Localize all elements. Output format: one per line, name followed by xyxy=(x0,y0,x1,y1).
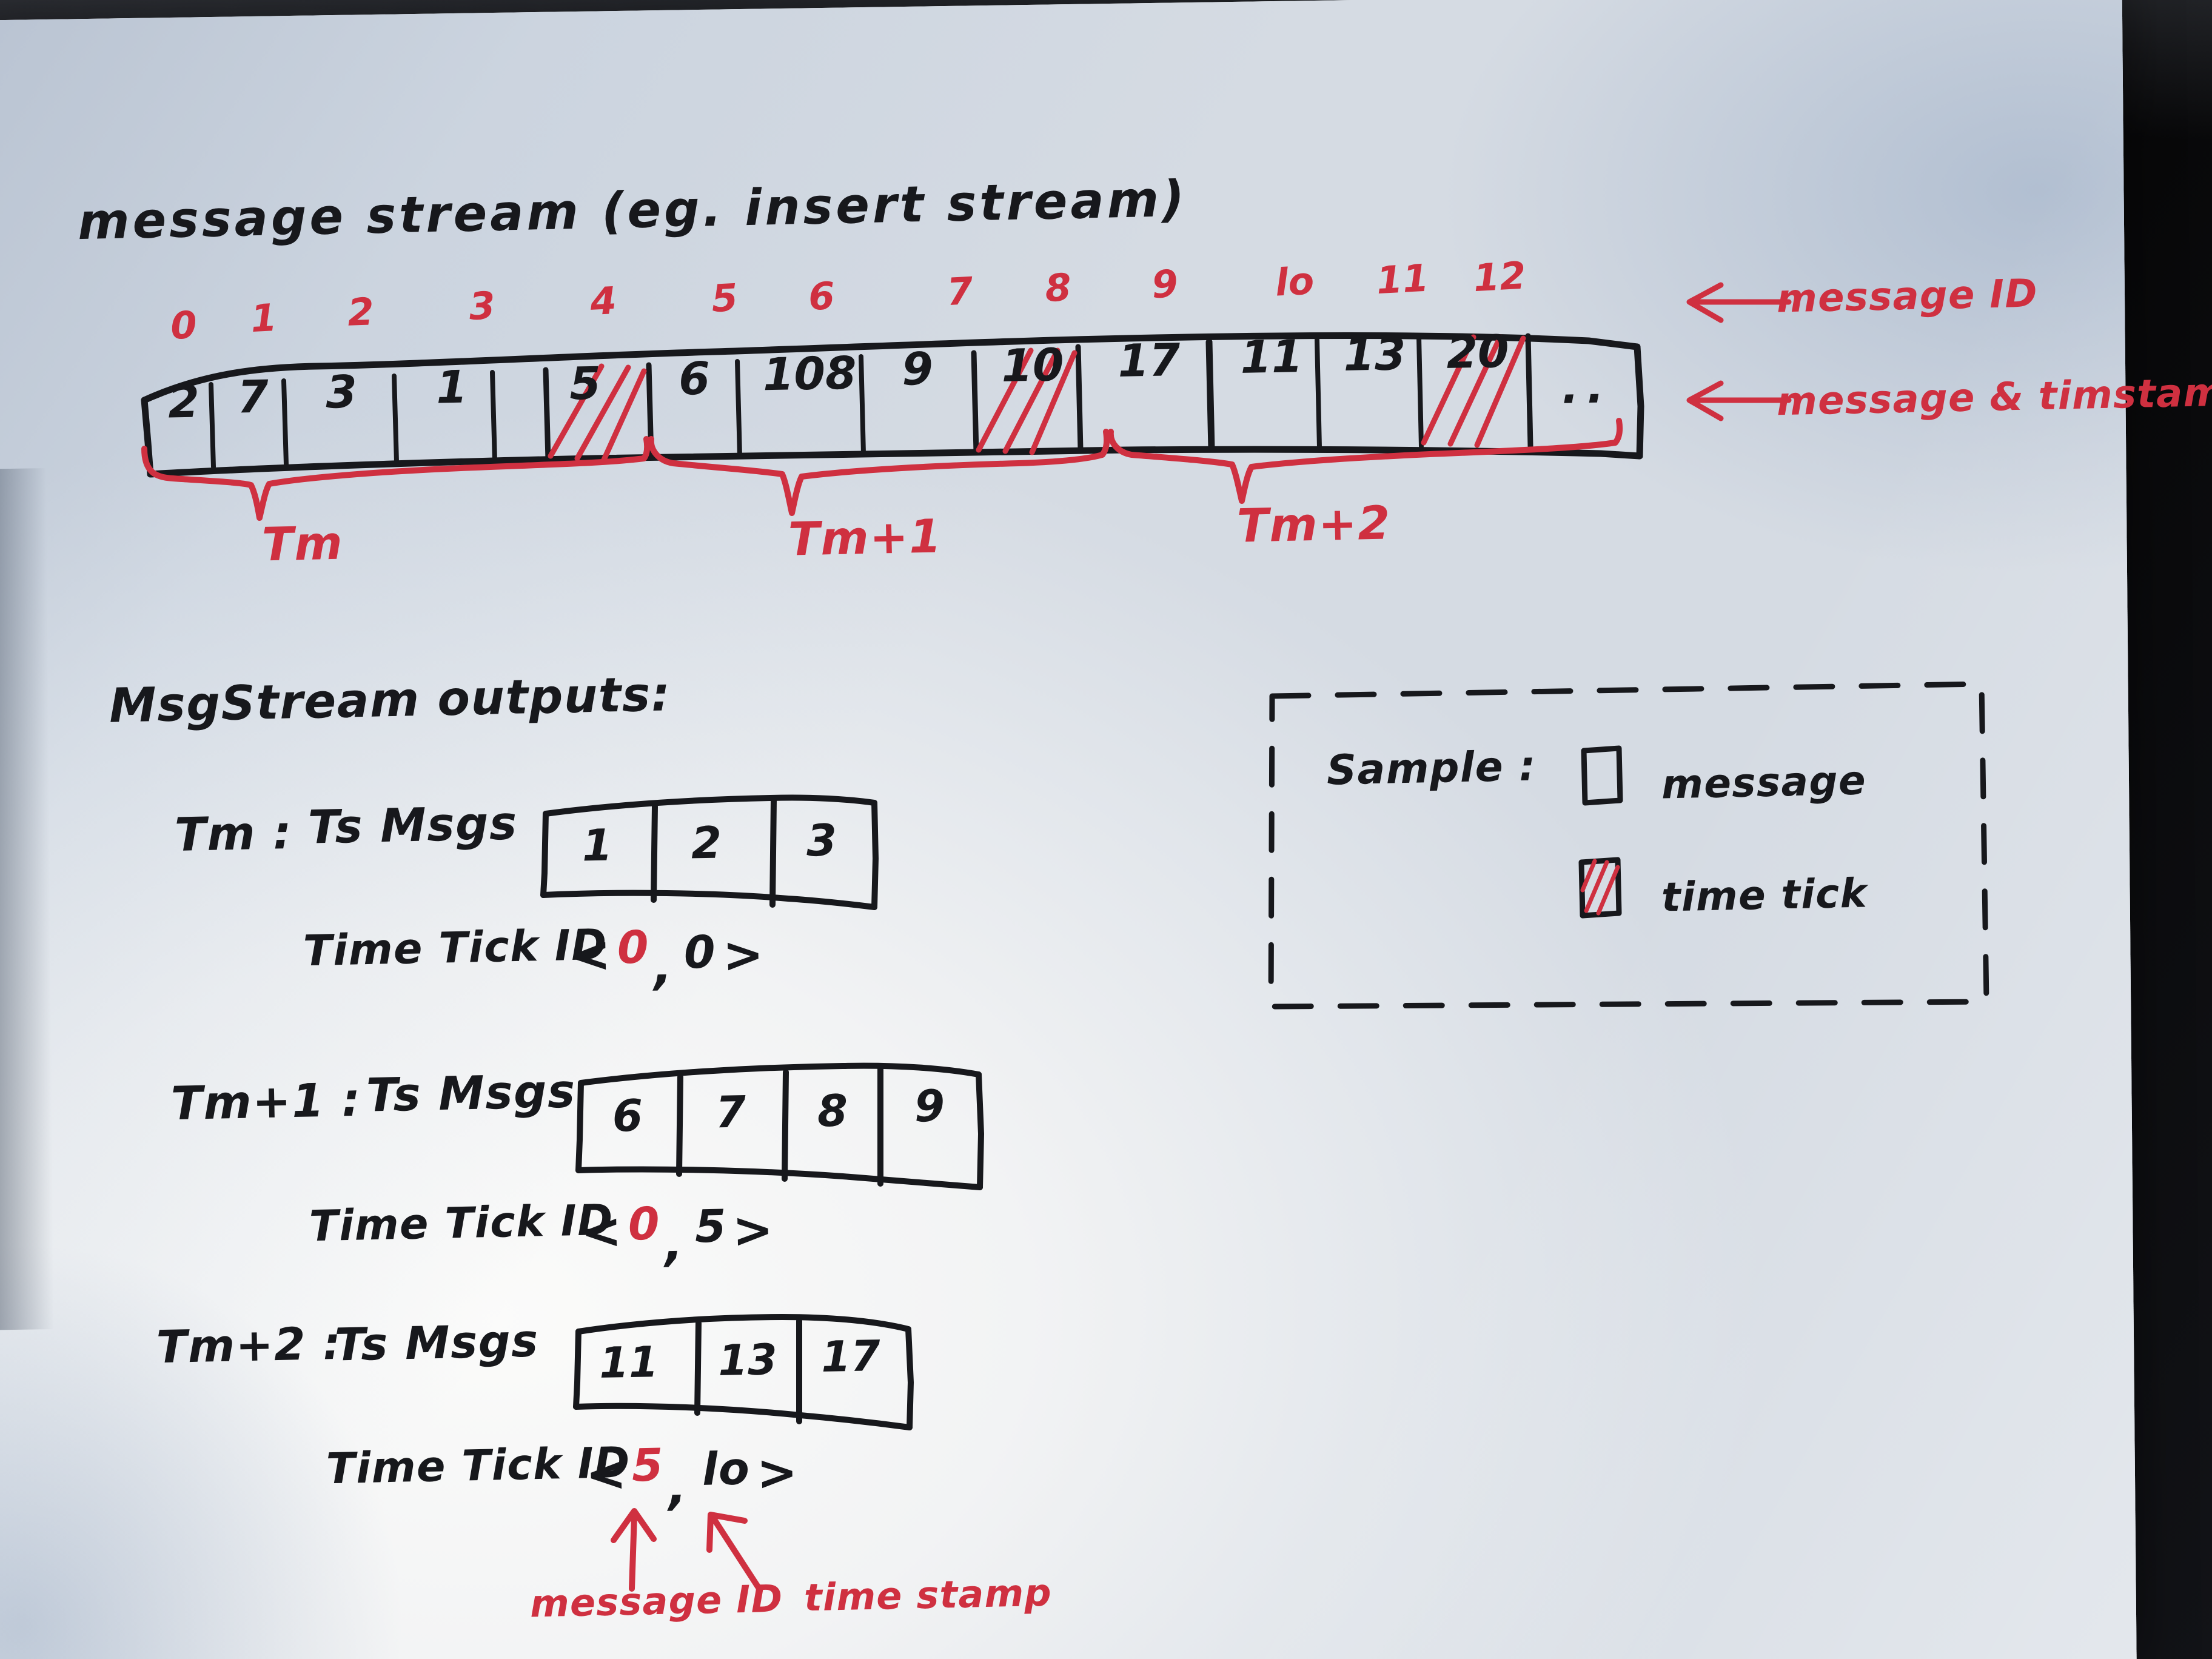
paper-shading xyxy=(0,0,2137,1659)
paper-left-shadow xyxy=(0,468,54,1330)
paper-sheet xyxy=(0,0,2137,1659)
